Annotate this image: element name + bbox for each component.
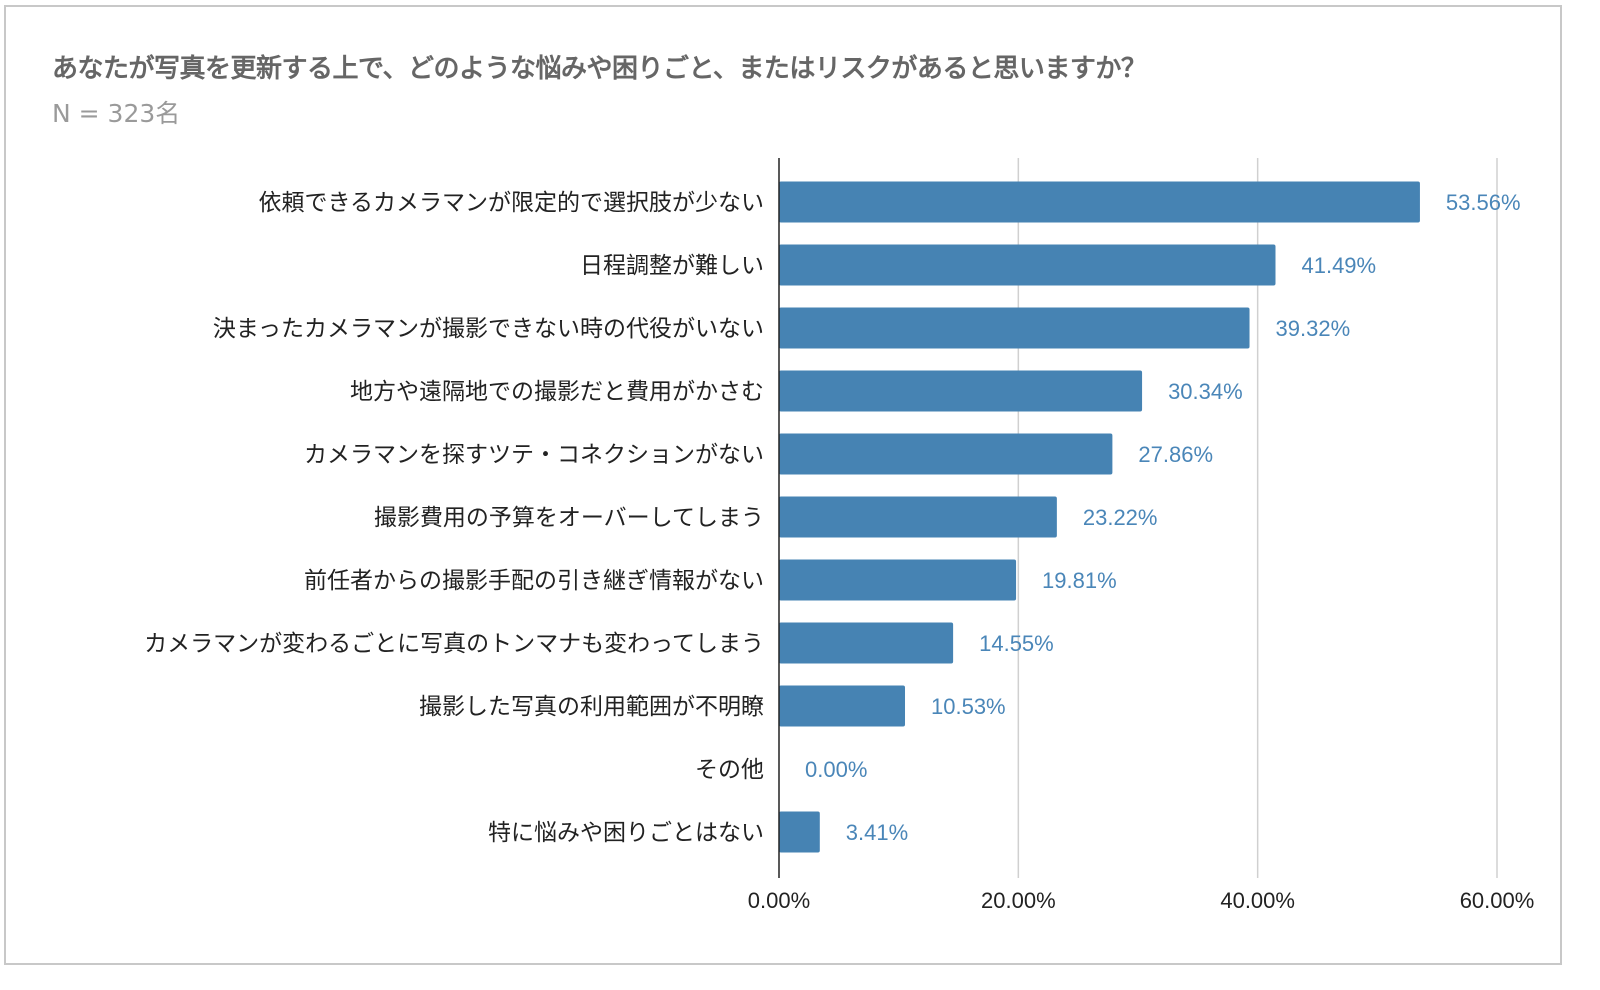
data-label: 23.22% bbox=[1083, 505, 1158, 530]
category-label: 前任者からの撮影手配の引き継ぎ情報がない bbox=[304, 568, 764, 594]
category-label: カメラマンを探すツテ・コネクションがない bbox=[304, 442, 764, 468]
x-tick-label: 20.00% bbox=[981, 888, 1056, 913]
data-label: 14.55% bbox=[979, 631, 1054, 656]
data-label: 30.34% bbox=[1168, 379, 1243, 404]
data-label: 41.49% bbox=[1301, 253, 1376, 278]
data-label: 53.56% bbox=[1446, 190, 1521, 215]
data-label: 3.41% bbox=[846, 820, 908, 845]
data-label: 0.00% bbox=[805, 757, 867, 782]
bar bbox=[779, 559, 1017, 601]
data-label: 27.86% bbox=[1138, 442, 1213, 467]
bar bbox=[779, 433, 1113, 475]
category-label: 撮影した写真の利用範囲が不明瞭 bbox=[419, 694, 764, 720]
category-label: 依頼できるカメラマンが限定的で選択肢が少ない bbox=[258, 190, 764, 216]
chart-frame bbox=[4, 5, 1562, 965]
chart-subtitle: N = 323名 bbox=[52, 99, 181, 128]
data-label: 10.53% bbox=[931, 694, 1006, 719]
category-label: カメラマンが変わるごとに写真のトンマナも変わってしまう bbox=[144, 631, 764, 657]
bar bbox=[779, 307, 1250, 349]
bar bbox=[779, 244, 1276, 286]
category-label: 撮影費用の予算をオーバーしてしまう bbox=[374, 505, 764, 531]
x-tick-label: 60.00% bbox=[1460, 888, 1535, 913]
data-label: 19.81% bbox=[1042, 568, 1117, 593]
x-tick-label: 0.00% bbox=[748, 888, 810, 913]
data-label: 39.32% bbox=[1276, 316, 1351, 341]
category-label: 決まったカメラマンが撮影できない時の代役がいない bbox=[213, 316, 764, 342]
bar bbox=[779, 622, 954, 664]
category-label: 日程調整が難しい bbox=[580, 253, 764, 279]
category-label: 特に悩みや困りごとはない bbox=[488, 820, 764, 846]
x-tick-label: 40.00% bbox=[1220, 888, 1295, 913]
category-label: その他 bbox=[695, 757, 764, 783]
category-label: 地方や遠隔地での撮影だと費用がかさむ bbox=[350, 379, 764, 405]
bar bbox=[779, 181, 1420, 223]
bar bbox=[779, 811, 820, 853]
bar bbox=[779, 496, 1057, 538]
chart-title: あなたが写真を更新する上で、どのような悩みや困りごと、またはリスクがあると思いま… bbox=[52, 54, 1147, 84]
bar bbox=[779, 370, 1143, 412]
bar bbox=[779, 685, 906, 727]
